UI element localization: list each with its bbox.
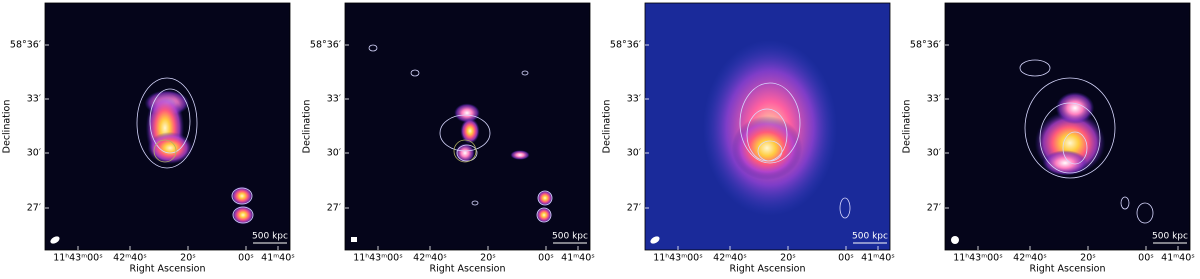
emission [147,132,193,164]
frame [944,2,1191,251]
y-tick-label: 33′ [627,94,641,105]
y-tick-label: 27′ [627,203,641,214]
scale-bar-label: 500 kpc [552,232,588,242]
x-tick-label: 42ᵐ40ˢ [113,253,147,264]
contour [1024,77,1116,179]
contour [232,206,254,224]
frame [44,2,291,251]
frame [344,2,591,251]
emission [230,186,254,206]
y-axis-label: Declination [902,100,913,154]
panel: 500 kpc 58°36′ 33′ 30′ 27′ 11ʰ43ᵐ00ˢ 42ᵐ40ˢ 20ˢ… [302,2,595,275]
emission [510,150,530,160]
scale-bar-label: 500 kpc [252,232,288,242]
contour [1136,202,1154,224]
x-axis-label: Right Ascension [1030,264,1106,275]
contour [537,190,553,206]
y-tick-label: 30′ [627,148,641,159]
beam [951,236,959,244]
contour [410,69,420,77]
contour [1019,59,1051,77]
contour [536,207,552,223]
panel: 500 kpc 58°36′ 33′ 30′ 27′ 11ʰ43ᵐ00ˢ 42ᵐ40ˢ 20ˢ… [902,2,1195,275]
x-tick-label: 41ᵐ40ˢ [861,253,895,264]
x-tick-label: 20ˢ [780,253,796,264]
y-tick-label: 33′ [327,94,341,105]
y-tick-label: 58°36′ [910,40,941,51]
x-tick-label: 00ˢ [238,253,254,264]
x-tick-label: 20ˢ [180,253,196,264]
y-tick-label: 58°36′ [10,40,41,51]
emission [460,118,480,144]
emission [537,190,553,206]
contour [757,140,783,162]
contour [739,82,801,164]
y-tick-label: 30′ [27,148,41,159]
scale-bar-label: 500 kpc [1152,232,1188,242]
ring [153,139,177,163]
contour [1120,196,1130,210]
x-tick-label: 41ᵐ40ˢ [261,253,295,264]
contour [1062,131,1088,165]
contour [136,77,198,169]
contour [471,200,479,206]
x-tick-label: 00ˢ [538,253,554,264]
emission [455,143,475,163]
x-tick-label: 00ˢ [1138,253,1154,264]
y-tick-label: 27′ [927,203,941,214]
beam [351,237,357,242]
y-tick-label: 58°36′ [310,40,341,51]
x-tick-label: 00ˢ [838,253,854,264]
x-tick-label: 11ʰ43ᵐ00ˢ [953,253,1003,264]
y-tick-label: 33′ [27,94,41,105]
x-tick-label: 41ᵐ40ˢ [1161,253,1195,264]
contour [231,187,253,205]
frame [644,2,891,251]
y-tick-label: 58°36′ [610,40,641,51]
x-tick-label: 11ʰ43ᵐ00ˢ [353,253,403,264]
x-tick-label: 11ʰ43ᵐ00ˢ [653,253,703,264]
y-axis-label: Declination [302,100,313,154]
y-tick-label: 33′ [927,94,941,105]
y-axis-label: Declination [2,100,13,154]
y-axis-label: Declination [602,100,613,154]
x-tick-label: 20ˢ [480,253,496,264]
y-tick-label: 27′ [327,203,341,214]
ring [453,139,477,163]
contour [839,197,851,219]
y-tick-label: 30′ [327,148,341,159]
contour [456,144,478,162]
emission [1042,150,1088,176]
x-axis-label: Right Ascension [130,264,206,275]
emission [1055,92,1095,124]
x-tick-label: 41ᵐ40ˢ [561,253,595,264]
y-tick-label: 27′ [27,203,41,214]
x-tick-label: 42ᵐ40ˢ [1013,253,1047,264]
beam [650,236,660,244]
emission [231,205,255,225]
contour [1039,102,1101,174]
contour [439,114,491,152]
x-tick-label: 11ʰ43ᵐ00ˢ [53,253,103,264]
beam [50,236,60,244]
scale-bar-label: 500 kpc [852,232,888,242]
contour [521,70,529,76]
x-tick-label: 42ᵐ40ˢ [713,253,747,264]
contour [149,88,191,154]
x-axis-label: Right Ascension [730,264,806,275]
y-tick-label: 30′ [927,148,941,159]
emission [536,207,552,223]
x-tick-label: 20ˢ [1080,253,1096,264]
panel: 500 kpc 58°36′ 33′ 30′ 27′ 11ʰ43ᵐ00ˢ 42ᵐ40ˢ 20ˢ… [602,2,895,275]
emission [731,116,803,180]
panel: 500 kpc 58°36′ 33′ 30′ 27′ 11ʰ43ᵐ00ˢ 42ᵐ40ˢ 20ˢ… [2,2,295,275]
emission [454,103,480,123]
contour [368,44,378,52]
x-axis-label: Right Ascension [430,264,506,275]
x-tick-label: 42ᵐ40ˢ [413,253,447,264]
